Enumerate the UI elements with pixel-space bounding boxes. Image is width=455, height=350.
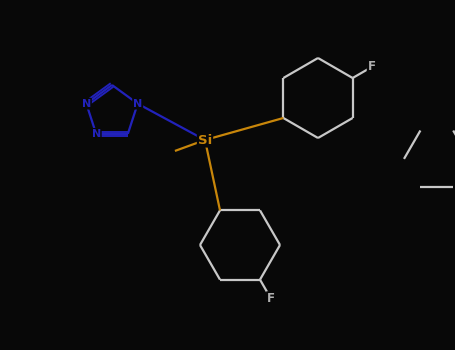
Text: N: N bbox=[82, 99, 91, 108]
Text: Si: Si bbox=[198, 133, 212, 147]
Text: F: F bbox=[267, 292, 275, 305]
Text: F: F bbox=[368, 61, 376, 74]
Text: N: N bbox=[91, 129, 101, 139]
Text: N: N bbox=[133, 99, 142, 108]
